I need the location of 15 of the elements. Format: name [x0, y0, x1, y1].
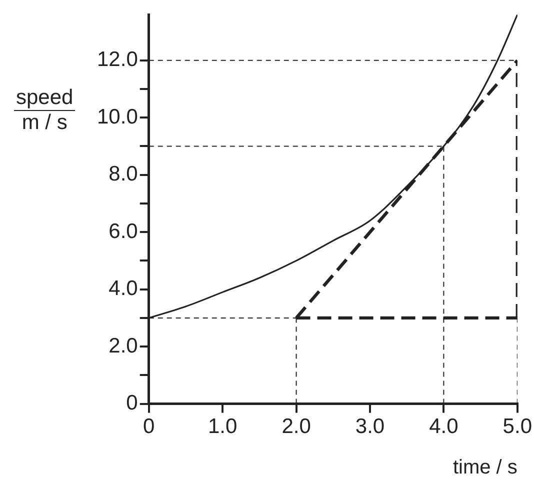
x-tick-label: 3.0: [355, 415, 385, 438]
y-axis-title: speed m / s: [15, 86, 74, 135]
y-tick-label: 6.0: [108, 220, 138, 243]
y-tick-label: 8.0: [108, 162, 138, 186]
x-tick-label: 4.0: [429, 415, 458, 438]
y-tick-label: 2.0: [108, 334, 138, 358]
x-tick-label: 2.0: [282, 415, 311, 438]
x-tick-label: 5.0: [502, 415, 532, 438]
y-tick-label: 10.0: [96, 105, 138, 128]
x-tick-label: 1.0: [208, 415, 238, 438]
y-tick-label: 4.0: [108, 277, 138, 300]
x-axis-title: time / s: [452, 456, 518, 479]
y-tick-label: 12.0: [96, 48, 138, 72]
y-tick-label: 0: [126, 392, 138, 415]
x-tick-label: 0: [143, 415, 155, 438]
